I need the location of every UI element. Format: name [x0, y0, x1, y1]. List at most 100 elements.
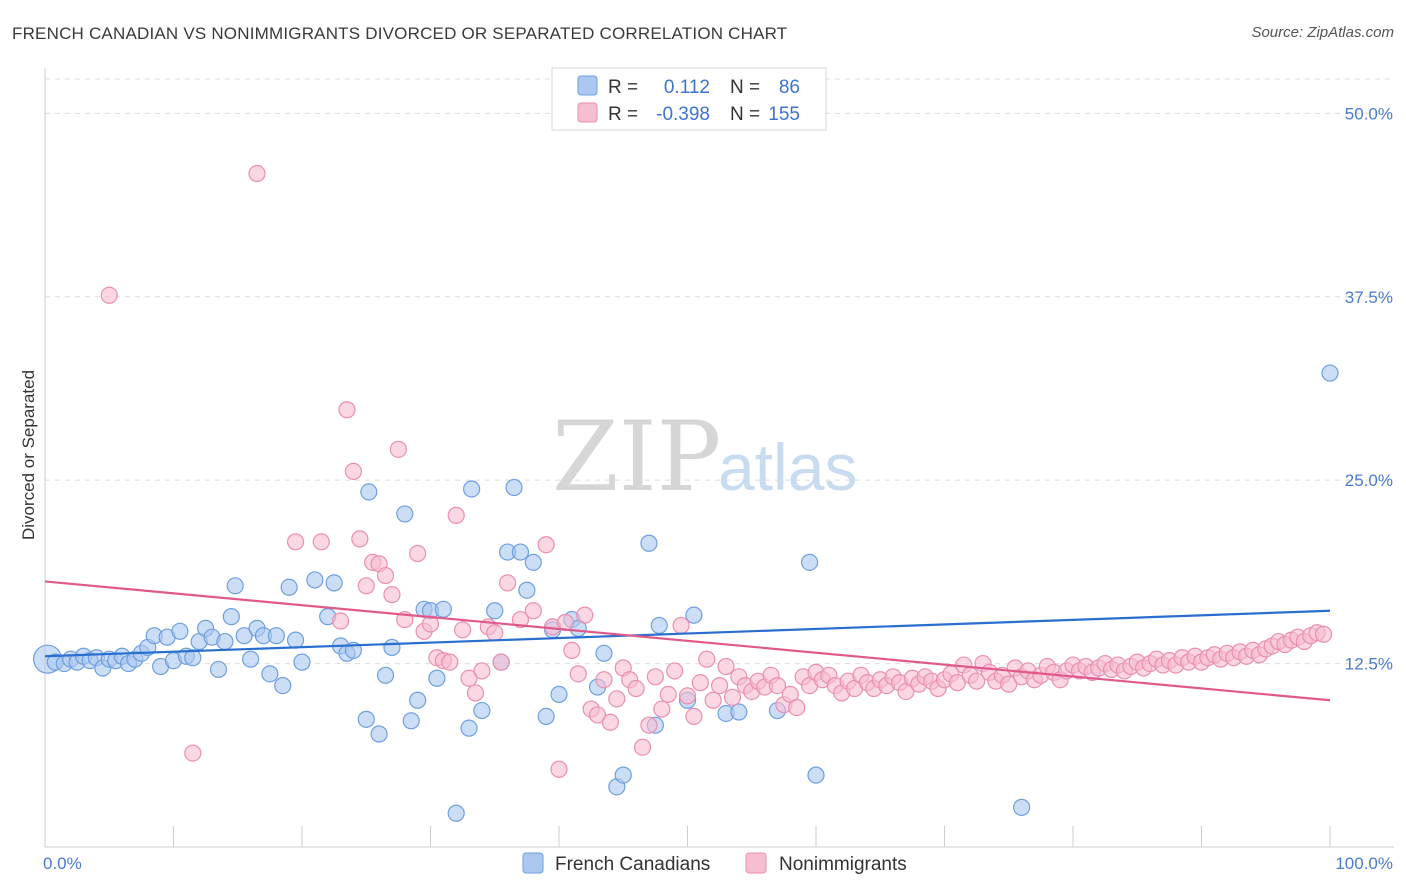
bottom-legend-label-nonimmigrants: Nonimmigrants — [779, 854, 907, 875]
nonimmigrants-point — [627, 679, 645, 698]
nonimmigrants-point — [563, 641, 581, 659]
nonimmigrants-point — [1314, 625, 1333, 643]
french-canadians-point — [807, 766, 825, 784]
chart-source: Source: ZipAtlas.com — [1251, 24, 1394, 41]
axes — [44, 68, 1394, 848]
nonimmigrants-point — [351, 530, 369, 548]
french-canadians-point — [171, 622, 189, 640]
french-canadians-point — [184, 649, 202, 667]
nonimmigrants-point — [768, 676, 787, 695]
nonimmigrants-point — [678, 687, 697, 705]
chart-title: FRENCH CANADIAN VS NONIMMIGRANTS DIVORCE… — [12, 24, 788, 43]
french-canadians-point — [685, 606, 703, 624]
y-tick-label-3: 50.0% — [1345, 104, 1393, 123]
nonimmigrants-point — [704, 691, 722, 709]
nonimmigrants-point — [357, 577, 375, 595]
french-canadians-point — [800, 553, 819, 571]
french-canadians-point — [614, 766, 632, 784]
french-canadians-point — [1012, 798, 1031, 816]
nonimmigrants-point — [376, 566, 395, 585]
nonimmigrants-point — [569, 665, 587, 683]
french-canadians-point — [409, 691, 427, 709]
nonimmigrants-point — [588, 706, 607, 724]
french-canadians-point — [595, 644, 613, 662]
nonimmigrants-point — [312, 533, 330, 551]
french-canadians-point — [325, 574, 343, 592]
french-canadians-point — [280, 578, 298, 596]
french-canadians-point — [226, 577, 244, 595]
y-axis-label: Divorced or Separated — [19, 370, 38, 540]
y-tick-label-0: 12.5% — [1345, 655, 1393, 674]
french-canadians-point — [550, 685, 568, 703]
nonimmigrants-point — [672, 616, 690, 635]
nonimmigrants-point — [698, 650, 716, 668]
trend-lines — [44, 580, 1331, 702]
nonimmigrants-point — [646, 668, 664, 686]
legend-n-label-1: N = — [730, 77, 760, 98]
french-canadians-point — [235, 627, 253, 645]
nonimmigrants-point — [454, 621, 472, 639]
legend-n-label-2: N = — [730, 104, 760, 125]
french-canadians-point — [486, 602, 504, 620]
french-canadians-point — [222, 608, 240, 626]
nonimmigrants-point — [409, 544, 427, 563]
nonimmigrants-point — [666, 662, 684, 680]
bottom-legend-swatch-nonimmigrants — [745, 852, 767, 874]
french-canadians-point — [428, 669, 446, 687]
french-canadians-point — [537, 707, 555, 726]
french-canadians-point — [376, 666, 395, 684]
french-canadians-point — [447, 804, 465, 822]
french-canadians-point — [357, 710, 375, 728]
nonimmigrants-point — [576, 606, 594, 624]
data-points — [32, 164, 1339, 822]
legend-r-label-1: R = — [608, 77, 638, 98]
nonimmigrants-point — [441, 653, 459, 671]
french-canadians-point — [650, 616, 668, 635]
french-canadians-point — [306, 571, 324, 589]
french-canadians-point — [1321, 364, 1339, 382]
french-canadians-point — [518, 581, 536, 599]
legend-r-value-1: 0.112 — [664, 77, 710, 98]
y-tick-label-1: 25.0% — [1345, 471, 1393, 490]
french-canadians-point — [267, 627, 285, 645]
nonimmigrants-point — [601, 713, 620, 731]
nonimmigrants-point — [633, 738, 652, 756]
french-canadians-point — [730, 703, 748, 721]
french-canadians-point — [640, 534, 658, 552]
nonimmigrants-point — [389, 440, 407, 458]
nonimmigrants-point — [685, 707, 703, 726]
legend-r-label-2: R = — [608, 104, 638, 125]
nonimmigrants-point — [968, 672, 986, 690]
watermark-atlas: atlas — [718, 430, 857, 504]
bottom-legend-label-french-canadians: French Canadians — [555, 854, 710, 875]
bottom-legend: French Canadians Nonimmigrants — [522, 852, 907, 875]
french-canadians-point — [261, 665, 279, 683]
legend-r-value-2: -0.398 — [656, 104, 710, 125]
nonimmigrants-point — [466, 684, 485, 702]
legend-n-value-2: 155 — [768, 104, 800, 125]
nonimmigrants-point — [447, 506, 465, 524]
french-canadians-point — [383, 638, 401, 657]
french-canadians-trend-line — [44, 609, 1331, 658]
french-canadians-point — [370, 725, 388, 743]
nonimmigrants-point — [331, 612, 350, 630]
french-canadians-point — [293, 653, 311, 671]
watermark-zip: ZIP — [552, 401, 721, 513]
y-tick-label-2: 37.5% — [1345, 288, 1393, 307]
legend-n-value-1: 86 — [779, 77, 800, 98]
nonimmigrants-point — [659, 685, 677, 703]
nonimmigrants-point — [383, 586, 401, 604]
french-canadians-point — [473, 701, 491, 720]
nonimmigrants-point — [286, 533, 305, 551]
nonimmigrants-point — [640, 716, 658, 734]
french-canadians-point — [360, 483, 378, 501]
nonimmigrants-point — [524, 602, 542, 620]
legend-swatch-french-canadians — [577, 75, 598, 96]
french-canadians-point — [434, 600, 452, 618]
french-canadians-point — [463, 480, 481, 498]
french-canadians-point — [524, 553, 542, 571]
french-canadians-point — [511, 543, 530, 561]
grid-lines — [45, 78, 1394, 665]
nonimmigrants-point — [691, 674, 709, 692]
